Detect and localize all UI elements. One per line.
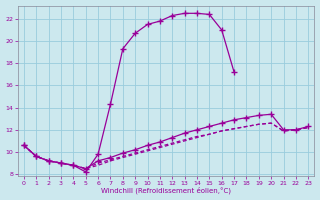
X-axis label: Windchill (Refroidissement éolien,°C): Windchill (Refroidissement éolien,°C): [101, 187, 231, 194]
